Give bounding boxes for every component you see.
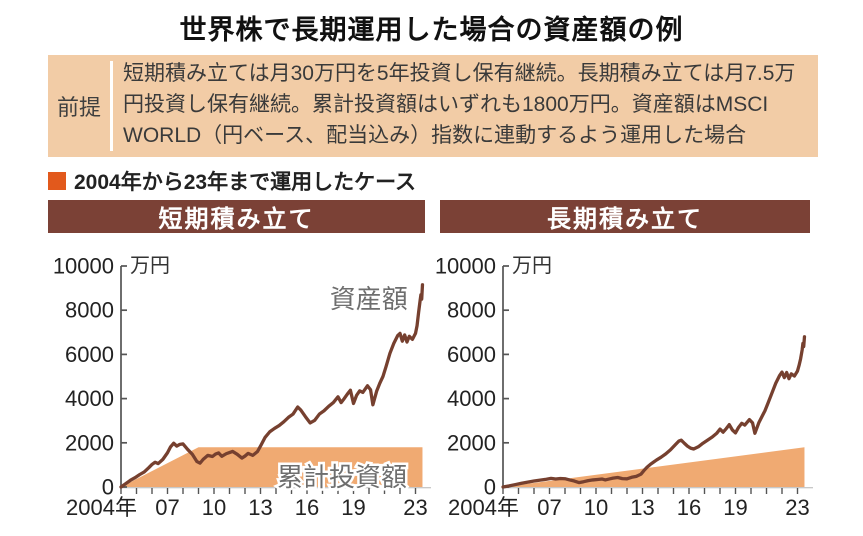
legend-label: 2004年から23年まで運用したケース [74,171,417,194]
svg-text:2000: 2000 [447,430,496,455]
short-term-chart: 0 2000 4000 6000 8000 10000 万円 2004年 07 10 13 16 19 2… [53,254,431,520]
svg-text:07: 07 [155,495,179,520]
panel-header-short-term-label: 短期積み立て [158,206,315,233]
svg-text:4000: 4000 [65,386,114,411]
svg-text:2004年: 2004年 [448,495,519,520]
svg-text:23: 23 [785,495,809,520]
premise-divider [110,61,113,151]
svg-text:8000: 8000 [65,298,114,323]
svg-text:13: 13 [630,495,654,520]
svg-text:19: 19 [341,495,365,520]
svg-text:2000: 2000 [65,430,114,455]
panel-header-short-term: 短期積み立て [48,200,425,233]
svg-text:2004年: 2004年 [66,495,137,520]
svg-text:6000: 6000 [447,342,496,367]
legend: 2004年から23年まで運用したケース [48,169,417,194]
svg-text:19: 19 [723,495,747,520]
svg-text:0: 0 [102,475,114,500]
premise-box: 前提 短期積み立ては月30万円を5年投資し保有継続。長期積み立ては月7.5万円投… [48,55,818,157]
svg-text:10000: 10000 [435,254,496,279]
panel-header-long-term: 長期積み立て [440,200,810,233]
panel-header-long-term-label: 長期積み立て [547,206,703,233]
svg-text:資産額: 資産額 [330,284,408,314]
svg-text:23: 23 [403,495,427,520]
page-title: 世界株で長期運用した場合の資産額の例 [179,15,684,45]
svg-text:16: 16 [677,495,701,520]
svg-text:4000: 4000 [447,386,496,411]
svg-text:13: 13 [248,495,272,520]
legend-square-icon [48,172,66,190]
svg-text:16: 16 [295,495,319,520]
long-term-chart: 0 2000 4000 6000 8000 10000 万円 2004年 07 10 13 16 19 2… [435,254,813,520]
svg-text:6000: 6000 [65,342,114,367]
svg-text:10: 10 [584,495,608,520]
svg-text:8000: 8000 [447,298,496,323]
svg-text:07: 07 [537,495,561,520]
svg-text:0: 0 [484,475,496,500]
svg-text:万円: 万円 [512,255,552,277]
svg-text:10: 10 [202,495,226,520]
premise-text: 短期積み立ては月30万円を5年投資し保有継続。長期積み立ては月7.5万円投資し保… [123,62,796,147]
premise-label: 前提 [56,95,101,120]
svg-text:10000: 10000 [53,254,114,279]
svg-text:累計投資額: 累計投資額 [277,462,407,492]
svg-text:万円: 万円 [130,255,170,277]
